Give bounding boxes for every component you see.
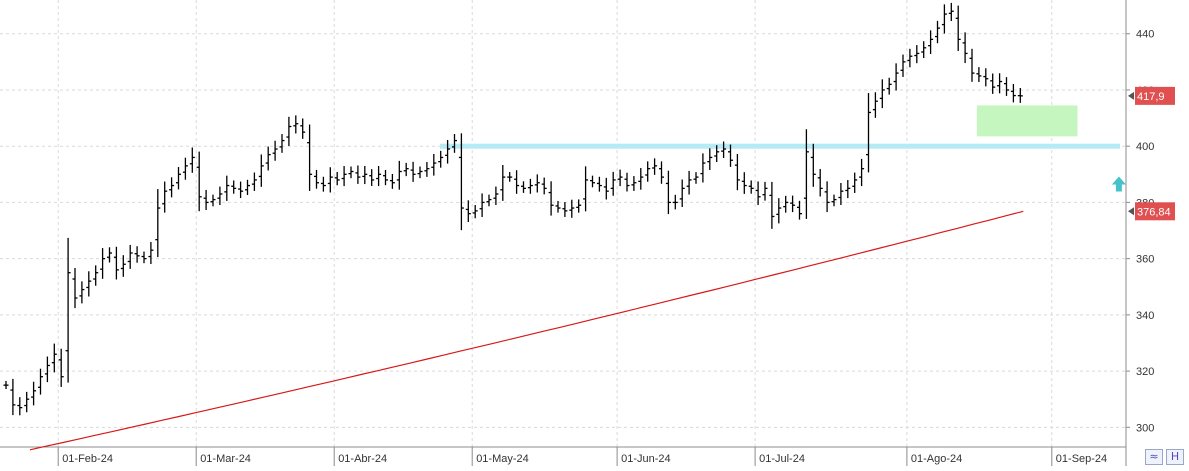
save-icon[interactable]: H — [1166, 449, 1184, 465]
y-tick-label: 440 — [1136, 29, 1154, 41]
last-price-label-box — [1135, 86, 1175, 105]
x-tick-label: 01-Feb-24 — [62, 453, 113, 465]
y-tick-label: 320 — [1136, 366, 1154, 378]
zoom-arrows-icon[interactable]: ≈ — [1145, 449, 1163, 465]
sma-value-label: 376,84 — [1137, 206, 1171, 218]
x-tick-label: 01-Jun-24 — [621, 453, 671, 465]
resistance-band — [440, 143, 1120, 149]
x-tick-label: 01-Ago-24 — [911, 453, 962, 465]
y-tick-label: 400 — [1136, 141, 1154, 153]
moving-average-line — [29, 210, 1024, 451]
x-tick-label: 01-Abr-24 — [338, 453, 387, 465]
x-tick-label: 01-Sep-24 — [1056, 453, 1107, 465]
x-tick-label: 01-Mar-24 — [200, 453, 251, 465]
x-tick-label: 01-Jul-24 — [759, 453, 805, 465]
last-price-label: 417,9 — [1137, 91, 1165, 103]
target-zone — [976, 105, 1078, 137]
up-arrow-icon — [1111, 176, 1126, 192]
y-tick-label: 360 — [1136, 254, 1154, 266]
sma-value-label-pointer — [1128, 207, 1134, 216]
y-tick-label: 340 — [1136, 310, 1154, 322]
sma-value-label-box — [1135, 202, 1175, 221]
x-tick-label: 01-May-24 — [476, 453, 529, 465]
last-price-label-pointer — [1128, 91, 1134, 100]
y-tick-label: 300 — [1136, 422, 1154, 434]
